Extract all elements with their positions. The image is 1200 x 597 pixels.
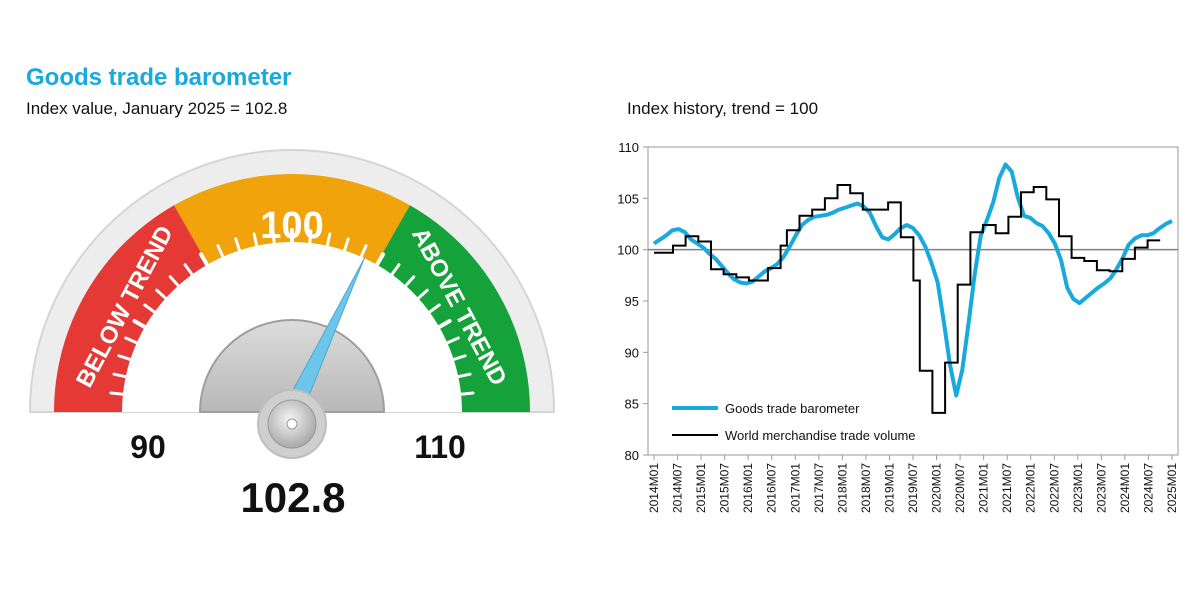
chart-subtitle: Index history, trend = 100 bbox=[627, 99, 819, 118]
gauge-zone-2 bbox=[361, 205, 530, 412]
gauge-tick bbox=[199, 252, 219, 285]
x-tick-label: 2024M01 bbox=[1118, 463, 1132, 513]
y-tick-label: 105 bbox=[617, 191, 639, 206]
gauge-knob-center bbox=[286, 418, 298, 430]
y-tick-label: 110 bbox=[618, 140, 639, 155]
x-tick-label: 2015M01 bbox=[694, 463, 708, 513]
gauge-tick bbox=[252, 232, 261, 259]
x-tick-label: 2020M07 bbox=[953, 463, 967, 513]
x-tick-label: 2016M07 bbox=[765, 463, 779, 513]
x-tick-label: 2023M01 bbox=[1071, 463, 1085, 513]
gauge-chart: 100 BELOW TREND ABOVE TREND 90 110 102.8 bbox=[28, 149, 556, 521]
gauge-tick bbox=[307, 229, 313, 257]
y-tick-label: 95 bbox=[625, 294, 639, 309]
gauge-tick bbox=[143, 303, 166, 321]
gauge-tick bbox=[365, 252, 385, 285]
gauge-tick bbox=[434, 336, 460, 350]
gauge-tick bbox=[132, 319, 165, 339]
gauge-tick bbox=[419, 319, 452, 339]
gauge-center-label: 100 bbox=[260, 205, 323, 247]
gauge-tick bbox=[407, 288, 429, 308]
gauge-max-label: 110 bbox=[414, 429, 466, 465]
y-tick-label: 80 bbox=[625, 448, 639, 463]
x-tick-label: 2022M07 bbox=[1047, 463, 1061, 513]
y-tick-label: 100 bbox=[617, 243, 639, 258]
gauge-tick bbox=[216, 244, 230, 270]
gauge-tick bbox=[445, 372, 472, 381]
x-tick-label: 2018M01 bbox=[835, 463, 849, 513]
gauge-tick bbox=[117, 354, 144, 365]
legend-label-trade-volume: World merchandise trade volume bbox=[725, 428, 916, 443]
gauge-tick bbox=[155, 288, 177, 308]
x-tick-label: 2025M01 bbox=[1165, 463, 1179, 513]
x-tick-label: 2023M07 bbox=[1094, 463, 1108, 513]
gauge-tick bbox=[168, 275, 188, 297]
gauge-tick bbox=[271, 229, 277, 257]
gauge-tick bbox=[383, 263, 401, 286]
gauge-tick bbox=[124, 336, 150, 350]
gauge-tick bbox=[447, 391, 475, 397]
gauge-tick bbox=[112, 372, 139, 381]
gauge-tick bbox=[354, 244, 368, 270]
gauge-min-label: 90 bbox=[130, 429, 166, 465]
x-tick-label: 2017M01 bbox=[788, 463, 802, 513]
series-line-barometer bbox=[652, 162, 1173, 398]
y-tick-label: 85 bbox=[625, 397, 639, 412]
gauge-tick bbox=[396, 275, 416, 297]
x-tick-label: 2020M01 bbox=[930, 463, 944, 513]
gauge-tick bbox=[109, 391, 137, 397]
x-tick-label: 2014M07 bbox=[671, 463, 685, 513]
x-tick-label: 2015M07 bbox=[718, 463, 732, 513]
x-tick-label: 2018M07 bbox=[859, 463, 873, 513]
x-tick-label: 2019M07 bbox=[906, 463, 920, 513]
x-tick-label: 2014M01 bbox=[647, 463, 661, 513]
page-title: Goods trade barometer bbox=[26, 64, 292, 91]
gauge-hub-plate bbox=[198, 319, 386, 413]
x-tick-label: 2016M01 bbox=[741, 463, 755, 513]
gauge-tick bbox=[183, 263, 201, 286]
x-tick-label: 2017M07 bbox=[812, 463, 826, 513]
x-tick-label: 2022M01 bbox=[1024, 463, 1038, 513]
x-tick-label: 2024M07 bbox=[1141, 463, 1155, 513]
gauge-subtitle: Index value, January 2025 = 102.8 bbox=[26, 99, 288, 118]
line-chart: 80 85 90 95 100 105 110 2014M01 2014M07 2015M01 2… bbox=[617, 140, 1179, 513]
gauge-tick bbox=[323, 232, 332, 259]
plot-area bbox=[647, 146, 1179, 456]
gauge-value-label: 102.8 bbox=[240, 474, 345, 521]
x-tick-label: 2019M01 bbox=[882, 463, 896, 513]
gauge-tick bbox=[339, 237, 350, 264]
x-tick-label: 2021M07 bbox=[1000, 463, 1014, 513]
legend-label-barometer: Goods trade barometer bbox=[725, 401, 860, 416]
series-line-trade-volume bbox=[654, 184, 1161, 414]
y-tick-label: 90 bbox=[625, 345, 639, 360]
gauge-zone-0 bbox=[54, 205, 223, 412]
gauge-tick bbox=[440, 354, 467, 365]
x-tick-label: 2021M01 bbox=[977, 463, 991, 513]
gauge-tick bbox=[418, 303, 441, 321]
gauge-tick bbox=[234, 237, 245, 264]
